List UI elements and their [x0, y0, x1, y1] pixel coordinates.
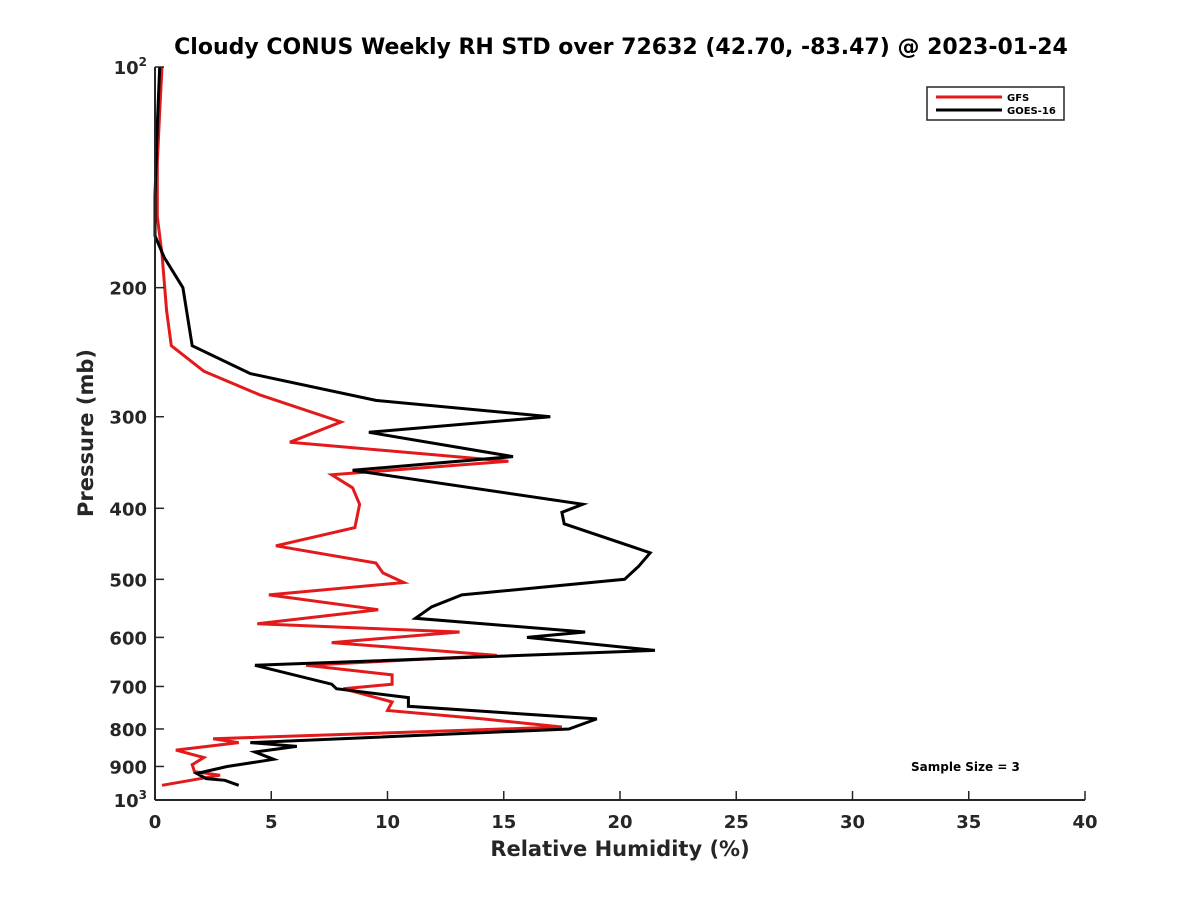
plot-area — [153, 66, 656, 787]
legend-box — [926, 86, 1065, 121]
y-tick-label: 900 — [109, 757, 147, 778]
series-line-goes-16 — [153, 66, 656, 787]
chart-title: Cloudy CONUS Weekly RH STD over 72632 (4… — [174, 35, 1068, 60]
x-tick-label: 15 — [491, 812, 516, 833]
y-tick-label: 200 — [109, 279, 147, 300]
legend: GFS GOES-16 — [926, 86, 1065, 121]
y-tick-label: 800 — [109, 720, 147, 741]
y-tick-label: 300 — [109, 408, 147, 429]
x-tick-label: 20 — [607, 812, 632, 833]
sample-size-annotation: Sample Size = 3 — [911, 760, 1020, 774]
legend-label-gfs: GFS — [1007, 93, 1029, 104]
x-tick-label: 10 — [375, 812, 400, 833]
y-axis-label: Pressure (mb) — [74, 349, 98, 517]
x-axis-label: Relative Humidity (%) — [490, 837, 749, 861]
y-tick-label: 400 — [109, 499, 147, 520]
series-line-gfs — [155, 66, 563, 787]
legend-label-goes16: GOES-16 — [1007, 106, 1056, 117]
y-tick-label: 102 — [114, 55, 147, 79]
x-tick-label: 0 — [149, 812, 162, 833]
y-tick-label: 700 — [109, 677, 147, 698]
x-tick-label: 40 — [1072, 812, 1097, 833]
x-tick-label: 25 — [724, 812, 749, 833]
y-tick-label: 600 — [109, 628, 147, 649]
x-tick-label: 30 — [840, 812, 865, 833]
y-tick-label: 500 — [109, 570, 147, 591]
x-tick-label: 35 — [956, 812, 981, 833]
x-axis-ticks: 0 5 10 15 20 25 30 35 40 — [149, 791, 1098, 833]
x-tick-label: 5 — [265, 812, 278, 833]
